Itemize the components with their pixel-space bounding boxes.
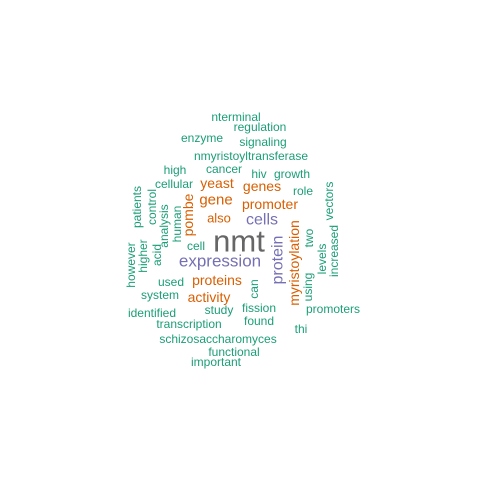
word-cell: cell — [187, 239, 205, 253]
word-levels: levels — [315, 244, 329, 275]
word-however: however — [124, 242, 138, 287]
word-myristoylation: myristoylation — [286, 220, 302, 306]
word-high: high — [164, 163, 187, 177]
word-analysis: analysis — [157, 204, 171, 247]
word-role: role — [293, 184, 313, 198]
word-using: using — [301, 273, 315, 302]
word-can: can — [247, 279, 261, 298]
word-regulation: regulation — [234, 120, 287, 134]
word-expression: expression — [179, 252, 261, 271]
word-nmt: nmt — [213, 224, 265, 259]
word-signaling: signaling — [239, 135, 286, 149]
word-system: system — [141, 288, 179, 302]
word-functional: functional — [208, 345, 259, 359]
word-genes: genes — [243, 178, 281, 194]
word-transcription: transcription — [156, 317, 221, 331]
word-cellular: cellular — [155, 177, 193, 191]
word-two: two — [302, 228, 316, 247]
word-increased: increased — [327, 225, 341, 277]
word-important: important — [191, 355, 242, 369]
word-enzyme: enzyme — [181, 131, 223, 145]
word-cells: cells — [246, 212, 278, 229]
word-schizosaccharomyces: schizosaccharomyces — [159, 332, 276, 346]
word-nterminal: nterminal — [211, 110, 260, 124]
word-proteins: proteins — [192, 272, 242, 288]
word-growth: growth — [274, 167, 310, 181]
word-hiv: hiv — [251, 167, 266, 181]
word-nmyristoyltransferase: nmyristoyltransferase — [194, 149, 308, 163]
word-gene: gene — [199, 192, 232, 209]
word-acid: acid — [150, 244, 164, 266]
word-yeast: yeast — [200, 175, 234, 191]
word-pombe: pombe — [180, 193, 196, 236]
word-protein: protein — [270, 236, 287, 285]
word-higher: higher — [136, 239, 150, 272]
word-fission: fission — [242, 301, 276, 315]
word-thi: thi — [295, 322, 308, 336]
word-control: control — [145, 189, 159, 225]
word-study: study — [205, 303, 234, 317]
word-also: also — [207, 211, 231, 226]
word-identified: identified — [128, 306, 176, 320]
word-promoters: promoters — [306, 302, 360, 316]
word-vectors: vectors — [322, 182, 336, 221]
word-cancer: cancer — [206, 162, 242, 176]
word-activity: activity — [188, 289, 231, 305]
word-found: found — [244, 314, 274, 328]
word-used: used — [158, 275, 184, 289]
word-human: human — [170, 206, 184, 243]
word-promoter: promoter — [242, 196, 298, 212]
word-patients: patients — [130, 186, 144, 228]
